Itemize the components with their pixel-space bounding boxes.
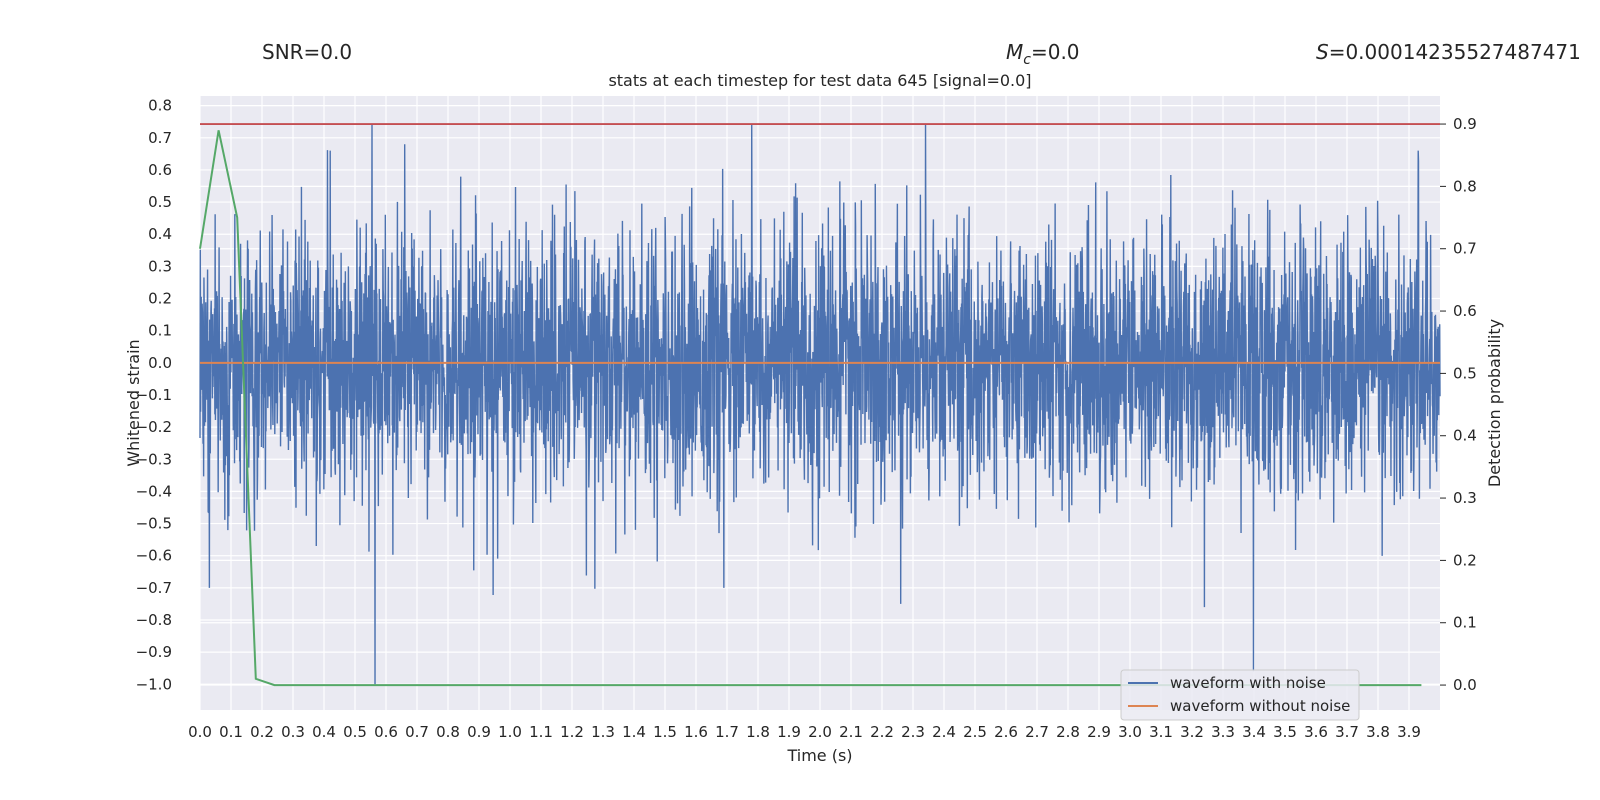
y-tick-label-left: −0.3 (136, 450, 172, 468)
x-tick-label: 1.9 (777, 723, 801, 741)
x-tick-label: 1.3 (591, 723, 615, 741)
legend-label-without-noise: waveform without noise (1170, 697, 1350, 715)
y-tick-label-left: 0.0 (148, 354, 172, 372)
x-tick-label: 0.5 (343, 723, 367, 741)
y-tick-label-left: 0.6 (148, 161, 172, 179)
x-tick-label: 1.2 (560, 723, 584, 741)
y-tick-label-left: 0.1 (148, 322, 172, 340)
x-tick-label: 0.2 (250, 723, 274, 741)
x-tick-label: 3.8 (1366, 723, 1390, 741)
x-tick-label: 3.0 (1118, 723, 1142, 741)
x-tick-label: 2.0 (808, 723, 832, 741)
y-tick-label-left: −1.0 (136, 675, 172, 693)
y-tick-label-right: 0.9 (1453, 115, 1477, 133)
y-tick-label-left: 0.4 (148, 225, 172, 243)
x-tick-label: 3.7 (1335, 723, 1359, 741)
y-tick-label-left: −0.2 (136, 418, 172, 436)
legend-box (1120, 669, 1360, 721)
y-tick-label-left: −0.8 (136, 611, 172, 629)
series-detection-probability (199, 130, 1422, 687)
y-tick-label-right: 0.3 (1453, 489, 1477, 507)
x-tick-label: 1.0 (498, 723, 522, 741)
s-symbol: S (1316, 40, 1329, 64)
y-axis-label-right: Detection probability (1485, 319, 1504, 487)
x-tick-label: 2.2 (870, 723, 894, 741)
x-tick-label: 3.6 (1304, 723, 1328, 741)
series-waveform-with-noise (199, 124, 1441, 685)
snr-label: SNR=0.0 (262, 40, 353, 64)
x-tick-label: 3.4 (1242, 723, 1266, 741)
x-tick-label: 0.3 (281, 723, 305, 741)
s-stat: S=0.00014235527487471 (1316, 40, 1581, 64)
y-tick-label-right: 0.4 (1453, 427, 1477, 445)
chirp-mass-stat: Mc=0.0 (1006, 40, 1080, 68)
y-tick-label-right: 0.8 (1453, 177, 1477, 195)
x-tick-label: 2.4 (932, 723, 956, 741)
mc-value: =0.0 (1030, 40, 1080, 64)
y-tick-label-right: 0.7 (1453, 240, 1477, 258)
legend-label-with-noise: waveform with noise (1170, 674, 1326, 692)
y-tick-label-left: 0.7 (148, 129, 172, 147)
x-tick-label: 2.9 (1087, 723, 1111, 741)
x-tick-label: 3.9 (1397, 723, 1421, 741)
y-tick-label-left: −0.7 (136, 579, 172, 597)
mc-symbol: M (1006, 40, 1024, 64)
x-tick-label: 2.1 (839, 723, 863, 741)
x-tick-label: 0.7 (405, 723, 429, 741)
x-tick-label: 3.2 (1180, 723, 1204, 741)
x-tick-label: 0.4 (312, 723, 336, 741)
x-tick-label: 1.5 (653, 723, 677, 741)
y-tick-label-right: 0.5 (1453, 364, 1477, 382)
x-tick-label: 1.4 (622, 723, 646, 741)
y-tick-label-left: −0.1 (136, 386, 172, 404)
y-tick-label-left: −0.6 (136, 547, 172, 565)
x-tick-label: 3.3 (1211, 723, 1235, 741)
x-tick-label: 1.8 (746, 723, 770, 741)
y-tick-label-right: 0.0 (1453, 676, 1477, 694)
x-tick-label: 3.1 (1149, 723, 1173, 741)
snr-stat: SNR=0.0 (262, 40, 352, 64)
x-tick-label: 1.6 (684, 723, 708, 741)
x-tick-label: 2.5 (963, 723, 987, 741)
x-tick-label: 0.6 (374, 723, 398, 741)
y-tick-label-left: 0.8 (148, 97, 172, 115)
s-value: =0.00014235527487471 (1328, 40, 1581, 64)
x-tick-label: 2.3 (901, 723, 925, 741)
y-tick-label-right: 0.6 (1453, 302, 1477, 320)
y-tick-label-left: −0.9 (136, 643, 172, 661)
y-tick-label-right: 0.2 (1453, 551, 1477, 569)
y-tick-label-left: 0.3 (148, 257, 172, 275)
x-tick-label: 0.0 (188, 723, 212, 741)
x-axis-label: Time (s) (786, 746, 852, 765)
y-tick-label-left: 0.2 (148, 290, 172, 308)
y-tick-label-left: 0.5 (148, 193, 172, 211)
x-tick-label: 0.8 (436, 723, 460, 741)
x-tick-label: 1.7 (715, 723, 739, 741)
x-tick-label: 0.1 (219, 723, 243, 741)
chart-title: stats at each timestep for test data 645… (608, 71, 1032, 90)
x-tick-label: 2.7 (1025, 723, 1049, 741)
y-tick-label-left: −0.5 (136, 515, 172, 533)
x-tick-label: 1.1 (529, 723, 553, 741)
x-tick-label: 2.6 (994, 723, 1018, 741)
y-axis-label-left: Whitened strain (124, 339, 143, 466)
x-tick-label: 2.8 (1056, 723, 1080, 741)
y-tick-label-left: −0.4 (136, 482, 172, 500)
x-tick-label: 3.5 (1273, 723, 1297, 741)
y-tick-label-right: 0.1 (1453, 614, 1477, 632)
mc-subscript: c (1023, 52, 1031, 68)
x-tick-label: 0.9 (467, 723, 491, 741)
